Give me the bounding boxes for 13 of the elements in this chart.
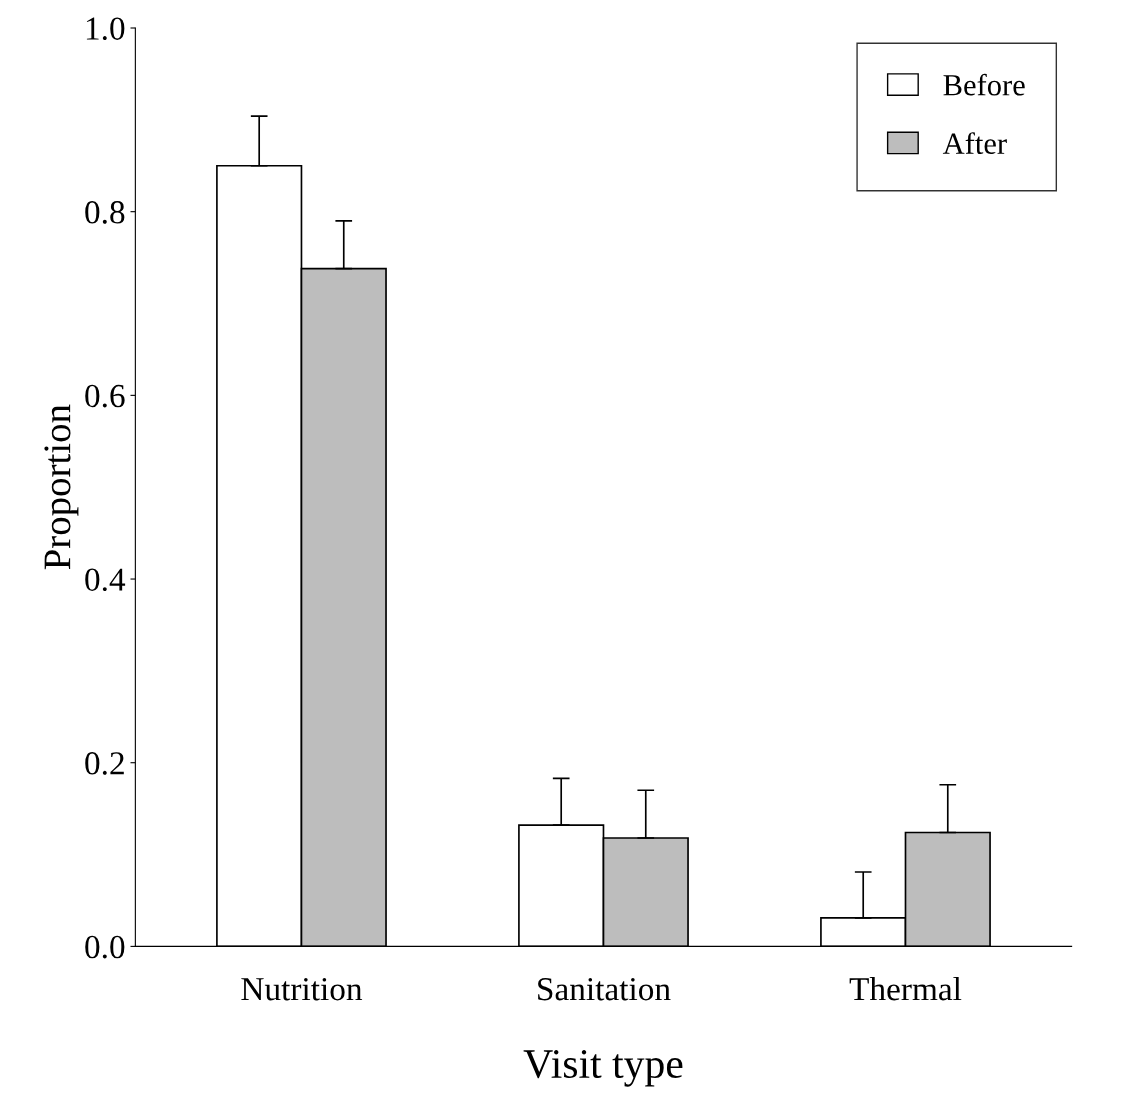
- y-tick-label: 0.0: [85, 935, 125, 959]
- y-tick-label: 0.6: [85, 384, 125, 408]
- y-tick-label: 0.2: [85, 752, 124, 775]
- legend-label: After: [942, 132, 1007, 154]
- x-axis-title: Visit type: [523, 1050, 683, 1087]
- y-tick-label: 0.8: [85, 201, 125, 224]
- x-tick-label: Thermal: [849, 976, 962, 1001]
- x-tick-label: Sanitation: [538, 978, 671, 1001]
- y-axis-title: Proportion: [44, 404, 79, 570]
- y-tick-label: 1.0: [86, 17, 125, 41]
- x-tick-label: Nutrition: [241, 978, 363, 1001]
- y-tick-label: 0.4: [85, 568, 126, 592]
- legend-label: Before: [943, 73, 1025, 96]
